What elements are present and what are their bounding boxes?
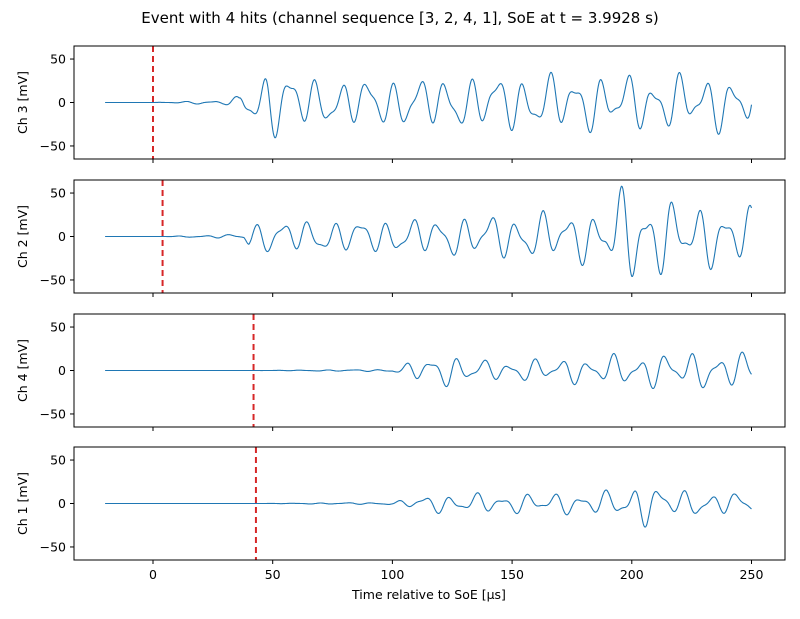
y-tick-label: 0 — [58, 95, 66, 110]
y-tick-label: 0 — [58, 229, 66, 244]
x-tick-label: 0 — [149, 567, 157, 582]
x-tick-label: 100 — [380, 567, 404, 582]
y-tick-label: 50 — [50, 320, 66, 335]
waveform-line — [105, 185, 753, 278]
x-tick-label: 250 — [740, 567, 764, 582]
y-tick-label: 50 — [50, 52, 66, 67]
y-tick-label: −50 — [40, 138, 66, 153]
waveform-line — [105, 351, 752, 390]
subplot: 50 0 −50 Ch 3 [mV] — [15, 45, 786, 163]
x-tick-label: 200 — [620, 567, 644, 582]
x-tick-label: 50 — [265, 567, 281, 582]
y-axis-label: Ch 4 [mV] — [15, 339, 30, 402]
chart-title: Event with 4 hits (channel sequence [3, … — [141, 9, 659, 27]
y-tick-label: 50 — [50, 186, 66, 201]
subplot: 50 0 −50 Ch 2 [mV] — [15, 179, 786, 297]
y-tick-label: 0 — [58, 363, 66, 378]
subplot: 50 0 −50 Ch 4 [mV] — [15, 313, 786, 431]
y-tick-label: −50 — [40, 272, 66, 287]
subplot: 50 0 −50 0 50 100 150 200 250 Ch 1 [mV] — [15, 446, 786, 582]
waveform-line — [105, 489, 752, 528]
y-tick-label: −50 — [40, 539, 66, 554]
y-tick-label: 0 — [58, 496, 66, 511]
x-axis-label: Time relative to SoE [µs] — [351, 587, 506, 602]
y-axis-label: Ch 2 [mV] — [15, 205, 30, 268]
waveform-line — [105, 71, 753, 139]
y-tick-label: 50 — [50, 453, 66, 468]
y-axis-label: Ch 1 [mV] — [15, 472, 30, 535]
x-tick-label: 150 — [500, 567, 524, 582]
subplot-stack: 50 0 −50 Ch 3 [mV] 50 0 −50 Ch 2 [mV] 50 0 −50 Ch 4… — [15, 45, 786, 582]
y-axis-label: Ch 3 [mV] — [15, 71, 30, 134]
y-tick-label: −50 — [40, 406, 66, 421]
